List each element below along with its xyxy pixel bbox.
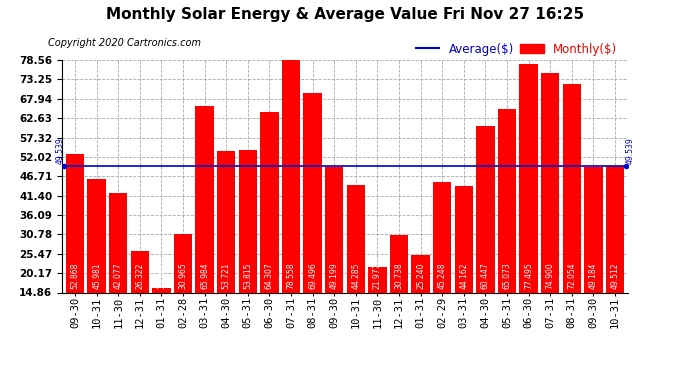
Text: 53.721: 53.721	[221, 262, 230, 289]
Text: 52.868: 52.868	[70, 262, 79, 289]
Bar	[282, 60, 300, 347]
Bar	[260, 112, 279, 347]
Bar	[195, 106, 214, 347]
Bar	[476, 126, 495, 347]
Text: 77.495: 77.495	[524, 262, 533, 289]
Text: 49.539: 49.539	[626, 137, 635, 164]
Bar	[455, 186, 473, 347]
Text: 30.965: 30.965	[179, 262, 188, 289]
Text: 65.984: 65.984	[200, 262, 209, 289]
Bar	[584, 167, 602, 347]
Bar	[304, 93, 322, 347]
Bar	[217, 151, 235, 347]
Bar	[411, 255, 430, 347]
Bar	[130, 251, 149, 347]
Text: 72.054: 72.054	[567, 262, 576, 289]
Text: 26.322: 26.322	[135, 262, 144, 289]
Bar	[152, 288, 170, 347]
Text: Monthly Solar Energy & Average Value Fri Nov 27 16:25: Monthly Solar Energy & Average Value Fri…	[106, 8, 584, 22]
Text: 42.077: 42.077	[114, 262, 123, 289]
Text: 64.307: 64.307	[265, 262, 274, 289]
Text: 44.162: 44.162	[460, 262, 469, 289]
Text: 45.981: 45.981	[92, 262, 101, 289]
Text: 60.447: 60.447	[481, 262, 490, 289]
Bar	[520, 64, 538, 347]
Legend: Average($), Monthly($): Average($), Monthly($)	[411, 38, 622, 60]
Text: 53.815: 53.815	[244, 262, 253, 289]
Text: 49.539: 49.539	[55, 137, 64, 164]
Bar	[109, 193, 128, 347]
Text: 44.285: 44.285	[351, 262, 360, 289]
Bar	[325, 167, 344, 347]
Text: 49.512: 49.512	[611, 262, 620, 289]
Bar	[390, 234, 408, 347]
Text: 65.073: 65.073	[502, 262, 511, 289]
Bar	[497, 109, 516, 347]
Text: 78.558: 78.558	[286, 262, 295, 289]
Text: Copyright 2020 Cartronics.com: Copyright 2020 Cartronics.com	[48, 38, 201, 48]
Bar	[239, 150, 257, 347]
Bar	[562, 84, 581, 347]
Bar	[541, 74, 560, 347]
Text: 25.240: 25.240	[416, 262, 425, 289]
Text: 74.900: 74.900	[546, 262, 555, 289]
Bar	[606, 166, 624, 347]
Bar	[66, 154, 84, 347]
Bar	[88, 179, 106, 347]
Text: 21.977: 21.977	[373, 262, 382, 289]
Bar	[174, 234, 193, 347]
Bar	[368, 267, 386, 347]
Text: 16.107: 16.107	[157, 262, 166, 289]
Text: 49.184: 49.184	[589, 262, 598, 289]
Text: 49.199: 49.199	[330, 262, 339, 289]
Text: 30.738: 30.738	[395, 262, 404, 289]
Bar	[433, 182, 451, 347]
Text: 45.248: 45.248	[437, 262, 446, 289]
Text: 69.496: 69.496	[308, 262, 317, 289]
Bar	[346, 185, 365, 347]
